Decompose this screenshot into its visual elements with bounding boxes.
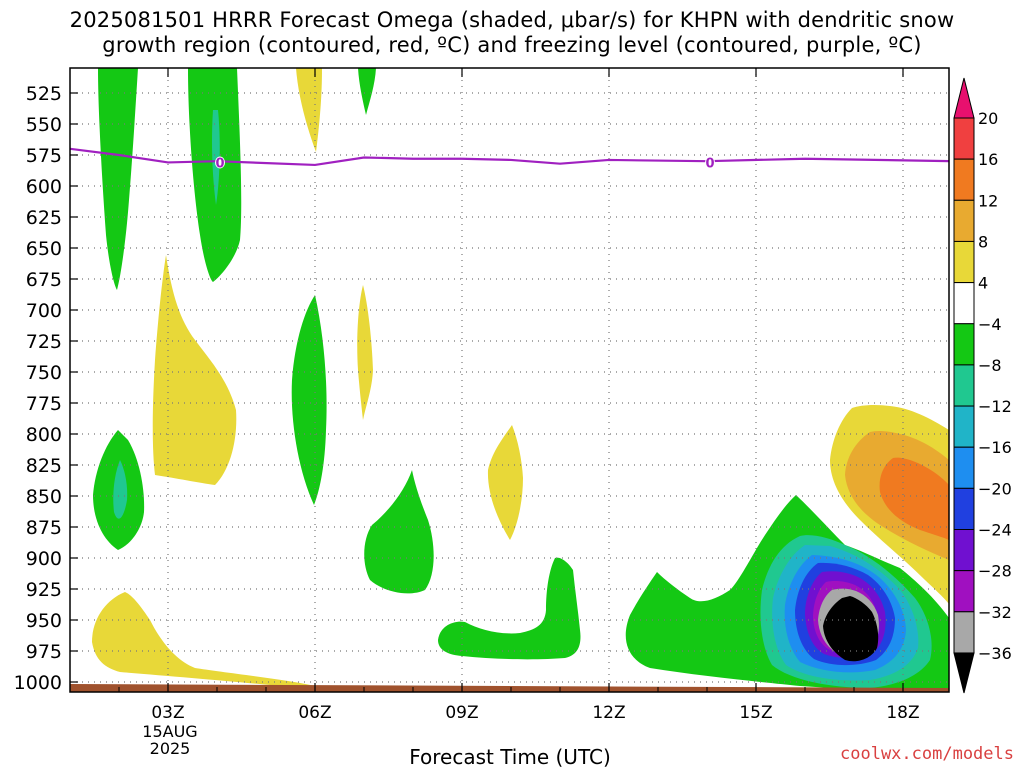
omega-shading-region-9 [113,460,128,519]
colorbar-label--32: −32 [978,603,1012,622]
colorbar-segment-12 [953,570,975,613]
x-axis-title: Forecast Time (UTC) [409,745,611,769]
y-tick-label-900: 900 [26,548,62,570]
colorbar-segment-8 [953,405,975,448]
y-tick-label-975: 975 [26,641,62,663]
omega-shading-region-0 [98,68,138,290]
plot-frame [69,67,950,693]
omega-shading-region-4 [358,68,376,115]
colorbar-segment-7 [953,364,975,407]
y-tick-label-550: 550 [26,114,62,136]
omega-shading-region-25 [879,457,949,540]
y-tick-label-800: 800 [26,424,62,446]
colorbar-top-triangle [953,77,975,119]
omega-shading-region-26 [70,684,949,692]
colorbar-segment-11 [953,529,975,572]
colorbar-segment-3 [953,199,975,242]
colorbar-segment-13 [953,611,975,654]
y-tick-label-950: 950 [26,610,62,632]
colorbar-segment-6 [953,323,975,366]
freezing-level-label: 0 [705,156,714,171]
colorbar-label-20: 20 [978,109,998,128]
y-tick-label-825: 825 [26,455,62,477]
omega-shading-region-6 [291,295,327,505]
colorbar-label--24: −24 [978,521,1012,540]
y-tick-label-925: 925 [26,579,62,601]
chart-title-line-2: growth region (contoured, red, ºC) and f… [102,33,922,57]
x-tick-label-03Z: 03Z [151,703,184,723]
colorbar-label--20: −20 [978,479,1012,498]
omega-shading [70,68,949,692]
colorbar-segment-1 [953,117,975,160]
x-axis: 03Z 06Z 09Z 12Z 15Z 18Z [118,68,920,723]
y-axis: 525 550 575 600 625 650 675 700 725 750 775 800 825 8… [14,83,78,694]
y-tick-label-875: 875 [26,517,62,539]
y-tick-label-1000: 1000 [14,672,62,694]
freezing-level-line [70,147,949,167]
omega-shading-region-22 [823,596,879,662]
omega-shading-region-7 [357,285,373,420]
colorbar-segment-5 [953,282,975,325]
x-tick-label-12Z: 12Z [592,703,625,723]
freezing-level-label: 0 [215,156,224,171]
colorbar-segment-2 [953,158,975,201]
omega-shading-region-2 [212,110,220,205]
colorbar-label-8: 8 [978,232,988,251]
x-tick-label-18Z: 18Z [886,703,919,723]
chart-title-line-1: 2025081501 HRRR Forecast Omega (shaded, … [69,8,955,32]
omega-shading-region-10 [364,470,434,594]
colorbar-label-12: 12 [978,191,998,210]
x-tick-label-06Z: 06Z [298,703,331,723]
colorbar-label--12: −12 [978,397,1012,416]
colorbar-segment-10 [953,487,975,531]
colorbar-segment-4 [953,240,975,284]
freezing-level-label-bg [705,156,715,169]
omega-shading-region-3 [296,68,322,152]
y-tick-label-750: 750 [26,362,62,384]
colorbar-label--8: −8 [978,356,1002,375]
y-tick-label-700: 700 [26,300,62,322]
x-tick-label-15Z: 15Z [739,703,772,723]
y-tick-label-675: 675 [26,269,62,291]
y-tick-label-725: 725 [26,331,62,353]
colorbar-legend: 20 16 12 8 4 −4 −8 −12 −16 −20 −24 −28 −32 −36 [953,77,1012,694]
omega-shading-region-5 [152,255,237,485]
x-date-label-year: 2025 [149,739,191,758]
colorbar-segment-9 [953,446,975,489]
colorbar-bottom-triangle [953,652,975,694]
freezing-level-label-bg [215,156,225,169]
y-tick-label-650: 650 [26,238,62,260]
y-tick-label-850: 850 [26,486,62,508]
colorbar-label--16: −16 [978,438,1012,457]
x-tick-label-09Z: 09Z [445,703,478,723]
y-tick-label-625: 625 [26,207,62,229]
y-tick-label-575: 575 [26,145,62,167]
omega-shading-region-13 [438,557,581,660]
y-tick-label-525: 525 [26,83,62,105]
colorbar-label-4: 4 [978,274,988,293]
plot-grid [70,68,949,692]
omega-shading-region-11 [487,425,523,540]
y-tick-label-775: 775 [26,393,62,415]
y-tick-label-600: 600 [26,176,62,198]
omega-shading-region-12 [92,592,315,688]
colorbar-label--36: −36 [978,644,1012,663]
credit-text: coolwx.com/models [840,744,1014,764]
colorbar-label-16: 16 [978,150,998,169]
x-date-label-day: 15AUG [142,722,198,741]
colorbar-label--28: −28 [978,562,1012,581]
colorbar-label--4: −4 [978,315,1002,334]
